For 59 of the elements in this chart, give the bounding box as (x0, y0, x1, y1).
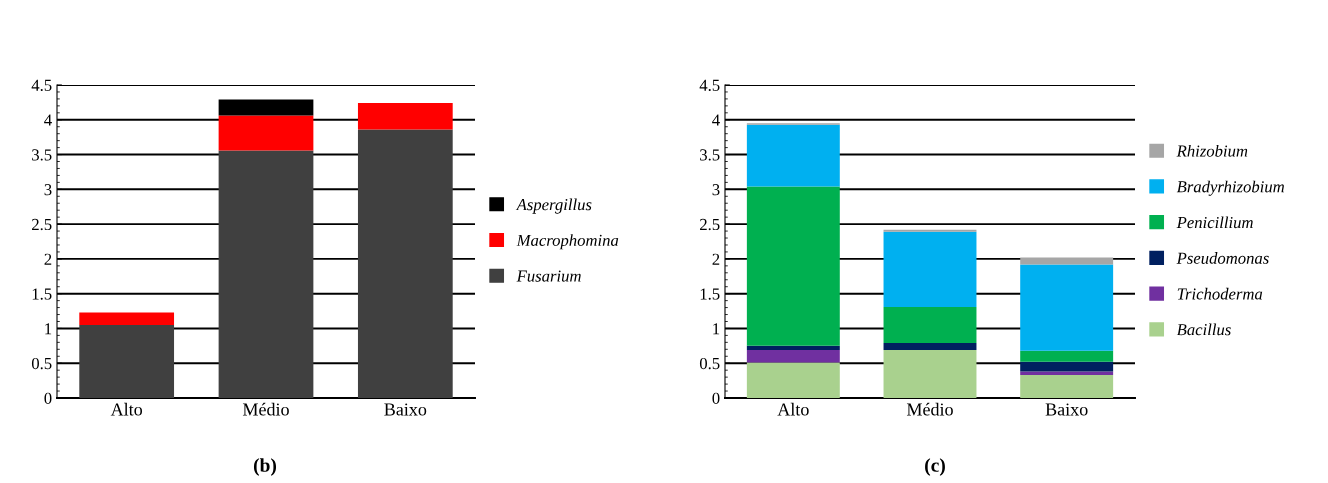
legend-label: Penicillium (1176, 216, 1253, 229)
bar (746, 362, 840, 398)
bar (746, 186, 840, 346)
legend-label: Pseudomonas (1176, 252, 1269, 264)
y-tick-label: 2 (44, 253, 52, 265)
bar (1020, 375, 1114, 398)
y-tick-label: 4.5 (699, 79, 720, 92)
y-tick-label: 3.5 (700, 149, 720, 161)
y-tick-label: 1.5 (700, 288, 720, 300)
y-tick-label: 4 (712, 114, 720, 126)
y-tick-label: 3 (712, 184, 720, 196)
bar (218, 115, 314, 151)
bar (1020, 264, 1114, 351)
y-tick-label: 3 (44, 184, 52, 196)
bar (746, 124, 840, 187)
legend-label: Macrophomina (516, 234, 619, 250)
legend-label: Rhizobium (1176, 144, 1248, 157)
bar (79, 312, 175, 325)
x-tick-label: Alto (777, 402, 809, 416)
text: (b) (253, 458, 277, 476)
x-tick-label: Baixo (384, 403, 427, 416)
legend-label: Bradyrhizobium (1176, 180, 1285, 196)
bar (1020, 361, 1114, 372)
y-tick-label: 1.5 (32, 288, 52, 300)
y-tick-label: 1 (713, 323, 720, 335)
legend-label: Aspergillus (515, 198, 592, 214)
x-tick-label: Médio (906, 402, 953, 416)
bar (79, 324, 175, 398)
y-tick-label: 0.5 (699, 357, 720, 370)
bar (218, 150, 314, 398)
bar (883, 343, 977, 351)
y-tick-label: 1 (45, 323, 52, 335)
bar (746, 350, 840, 363)
y-tick-label: 0.5 (31, 357, 52, 370)
y-tick-label: 2 (712, 253, 720, 265)
bar (883, 229, 977, 232)
y-tick-label: 2.5 (700, 218, 720, 231)
y-tick-label: 3.5 (32, 149, 52, 161)
legend-label: Bacillus (1176, 323, 1231, 336)
bar (1020, 257, 1114, 265)
bar (1020, 350, 1114, 362)
y-tick-label: 4 (44, 114, 52, 126)
x-tick-label: Médio (242, 402, 289, 416)
y-tick-label: 0 (712, 392, 720, 404)
bar (883, 306, 977, 344)
y-tick-label: 0 (44, 392, 52, 404)
x-tick-label: Alto (110, 402, 143, 416)
bar (357, 103, 453, 130)
bar (746, 345, 840, 351)
bar (357, 129, 453, 398)
y-tick-label: 4.5 (31, 79, 52, 92)
legend-label: Fusarium (516, 270, 581, 282)
bar (883, 350, 977, 398)
x-tick-label: Baixo (1045, 403, 1088, 416)
y-tick-label: 2.5 (32, 218, 52, 231)
bar (883, 231, 977, 307)
bar (218, 99, 314, 116)
text: (c) (925, 458, 945, 476)
legend-label: Trichoderma (1177, 287, 1263, 300)
